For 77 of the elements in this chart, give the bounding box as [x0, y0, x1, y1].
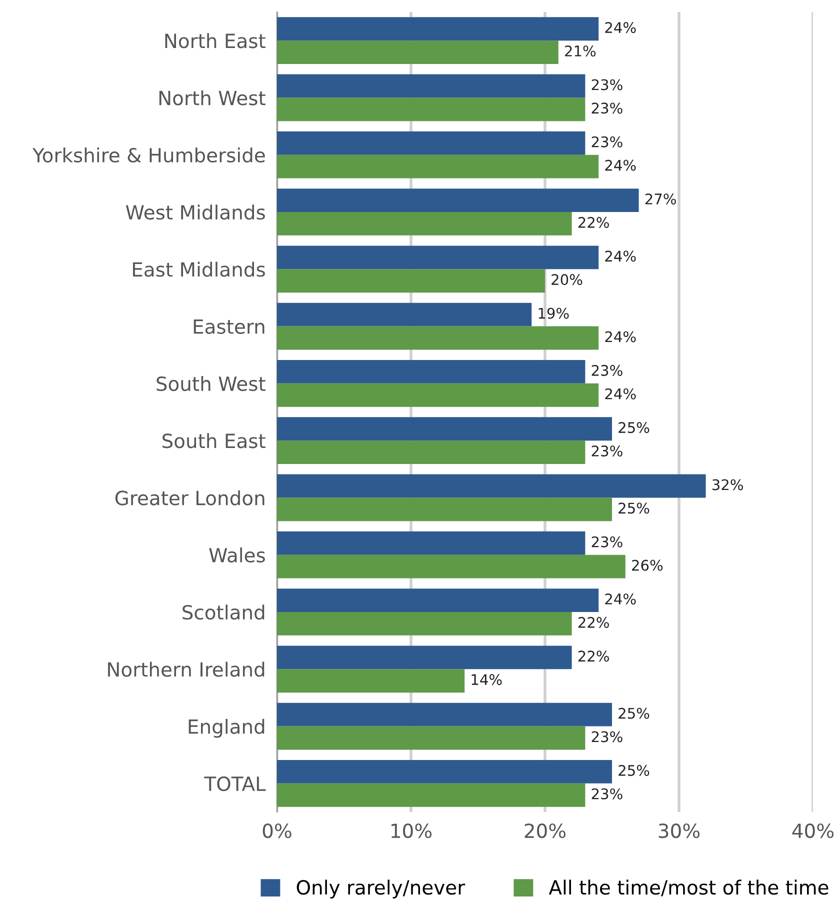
data-label: 24% [605, 388, 636, 400]
data-label: 23% [592, 445, 622, 457]
y-tick-label: North West [159, 90, 266, 106]
bar [277, 154, 599, 178]
y-tick-label: Scotland [182, 604, 264, 620]
bar [277, 302, 532, 326]
bar [277, 131, 586, 155]
data-label: 23% [592, 102, 622, 114]
bar [277, 269, 545, 293]
y-tick-label: South East [162, 433, 266, 448]
data-label: 23% [592, 731, 622, 742]
y-tick-label: England [188, 718, 264, 738]
bar [277, 474, 706, 498]
data-label: 23% [592, 79, 622, 90]
data-label: 22% [578, 616, 609, 628]
data-label: 24% [605, 331, 636, 342]
bar [277, 40, 558, 64]
x-tick-label: 0% [262, 823, 292, 838]
data-label: 32% [712, 479, 743, 490]
data-label: 23% [592, 536, 622, 548]
bar [277, 760, 612, 784]
y-tick-label: Yorkshire & Humberside [32, 147, 265, 163]
bar [277, 74, 586, 98]
bar [277, 669, 465, 693]
bar [277, 531, 586, 555]
data-label: 24% [605, 22, 636, 34]
bar [277, 612, 572, 636]
y-tick-label: Northern Ireland [108, 662, 264, 677]
x-tick-label: 10% [392, 823, 432, 838]
bar [277, 212, 572, 236]
y-tick-label: Greater London [115, 490, 264, 506]
y-tick-label: West Midlands [126, 204, 265, 220]
bar [277, 498, 612, 522]
data-label: 24% [605, 250, 636, 262]
bar [277, 17, 599, 41]
data-label: 24% [605, 593, 636, 605]
x-tick-label: 20% [524, 823, 566, 838]
bar [277, 417, 612, 441]
bar [277, 588, 599, 612]
data-label: 21% [565, 45, 596, 57]
bar [277, 188, 639, 212]
bar [277, 440, 586, 464]
data-label: 23% [592, 788, 622, 800]
y-tick-label: North East [165, 33, 266, 48]
bar [277, 246, 599, 270]
data-label: 25% [618, 422, 650, 434]
bar [277, 726, 586, 750]
data-label: 19% [538, 308, 569, 319]
bar [277, 360, 586, 384]
data-label: 14% [472, 674, 502, 686]
y-tick-label: South West [156, 376, 266, 392]
x-tick-label: 40% [792, 823, 834, 838]
data-label: 24% [605, 160, 636, 171]
data-label: 27% [645, 193, 676, 205]
legend-label: Only rarely/never [296, 880, 466, 898]
data-label: 25% [618, 502, 650, 514]
bar [277, 98, 586, 122]
bar [277, 554, 626, 578]
data-label: 26% [632, 560, 663, 571]
bar [277, 383, 599, 407]
data-label: 20% [552, 274, 582, 286]
legend-label: All the time/most of the time [548, 880, 828, 896]
data-label: 22% [578, 650, 609, 662]
data-label: 25% [618, 764, 650, 776]
x-tick-label: 30% [658, 823, 700, 838]
bar [277, 646, 572, 670]
data-label: 23% [592, 364, 622, 376]
y-tick-label: Eastern [194, 319, 264, 334]
data-label: 23% [592, 136, 622, 148]
bar [277, 326, 599, 350]
bar [277, 702, 612, 726]
data-label: 25% [618, 708, 650, 719]
y-tick-label: Wales [209, 547, 265, 563]
y-tick-label: TOTAL [204, 776, 266, 792]
bar [277, 783, 586, 807]
y-tick-label: East Midlands [133, 262, 265, 277]
data-label: 22% [578, 216, 609, 228]
